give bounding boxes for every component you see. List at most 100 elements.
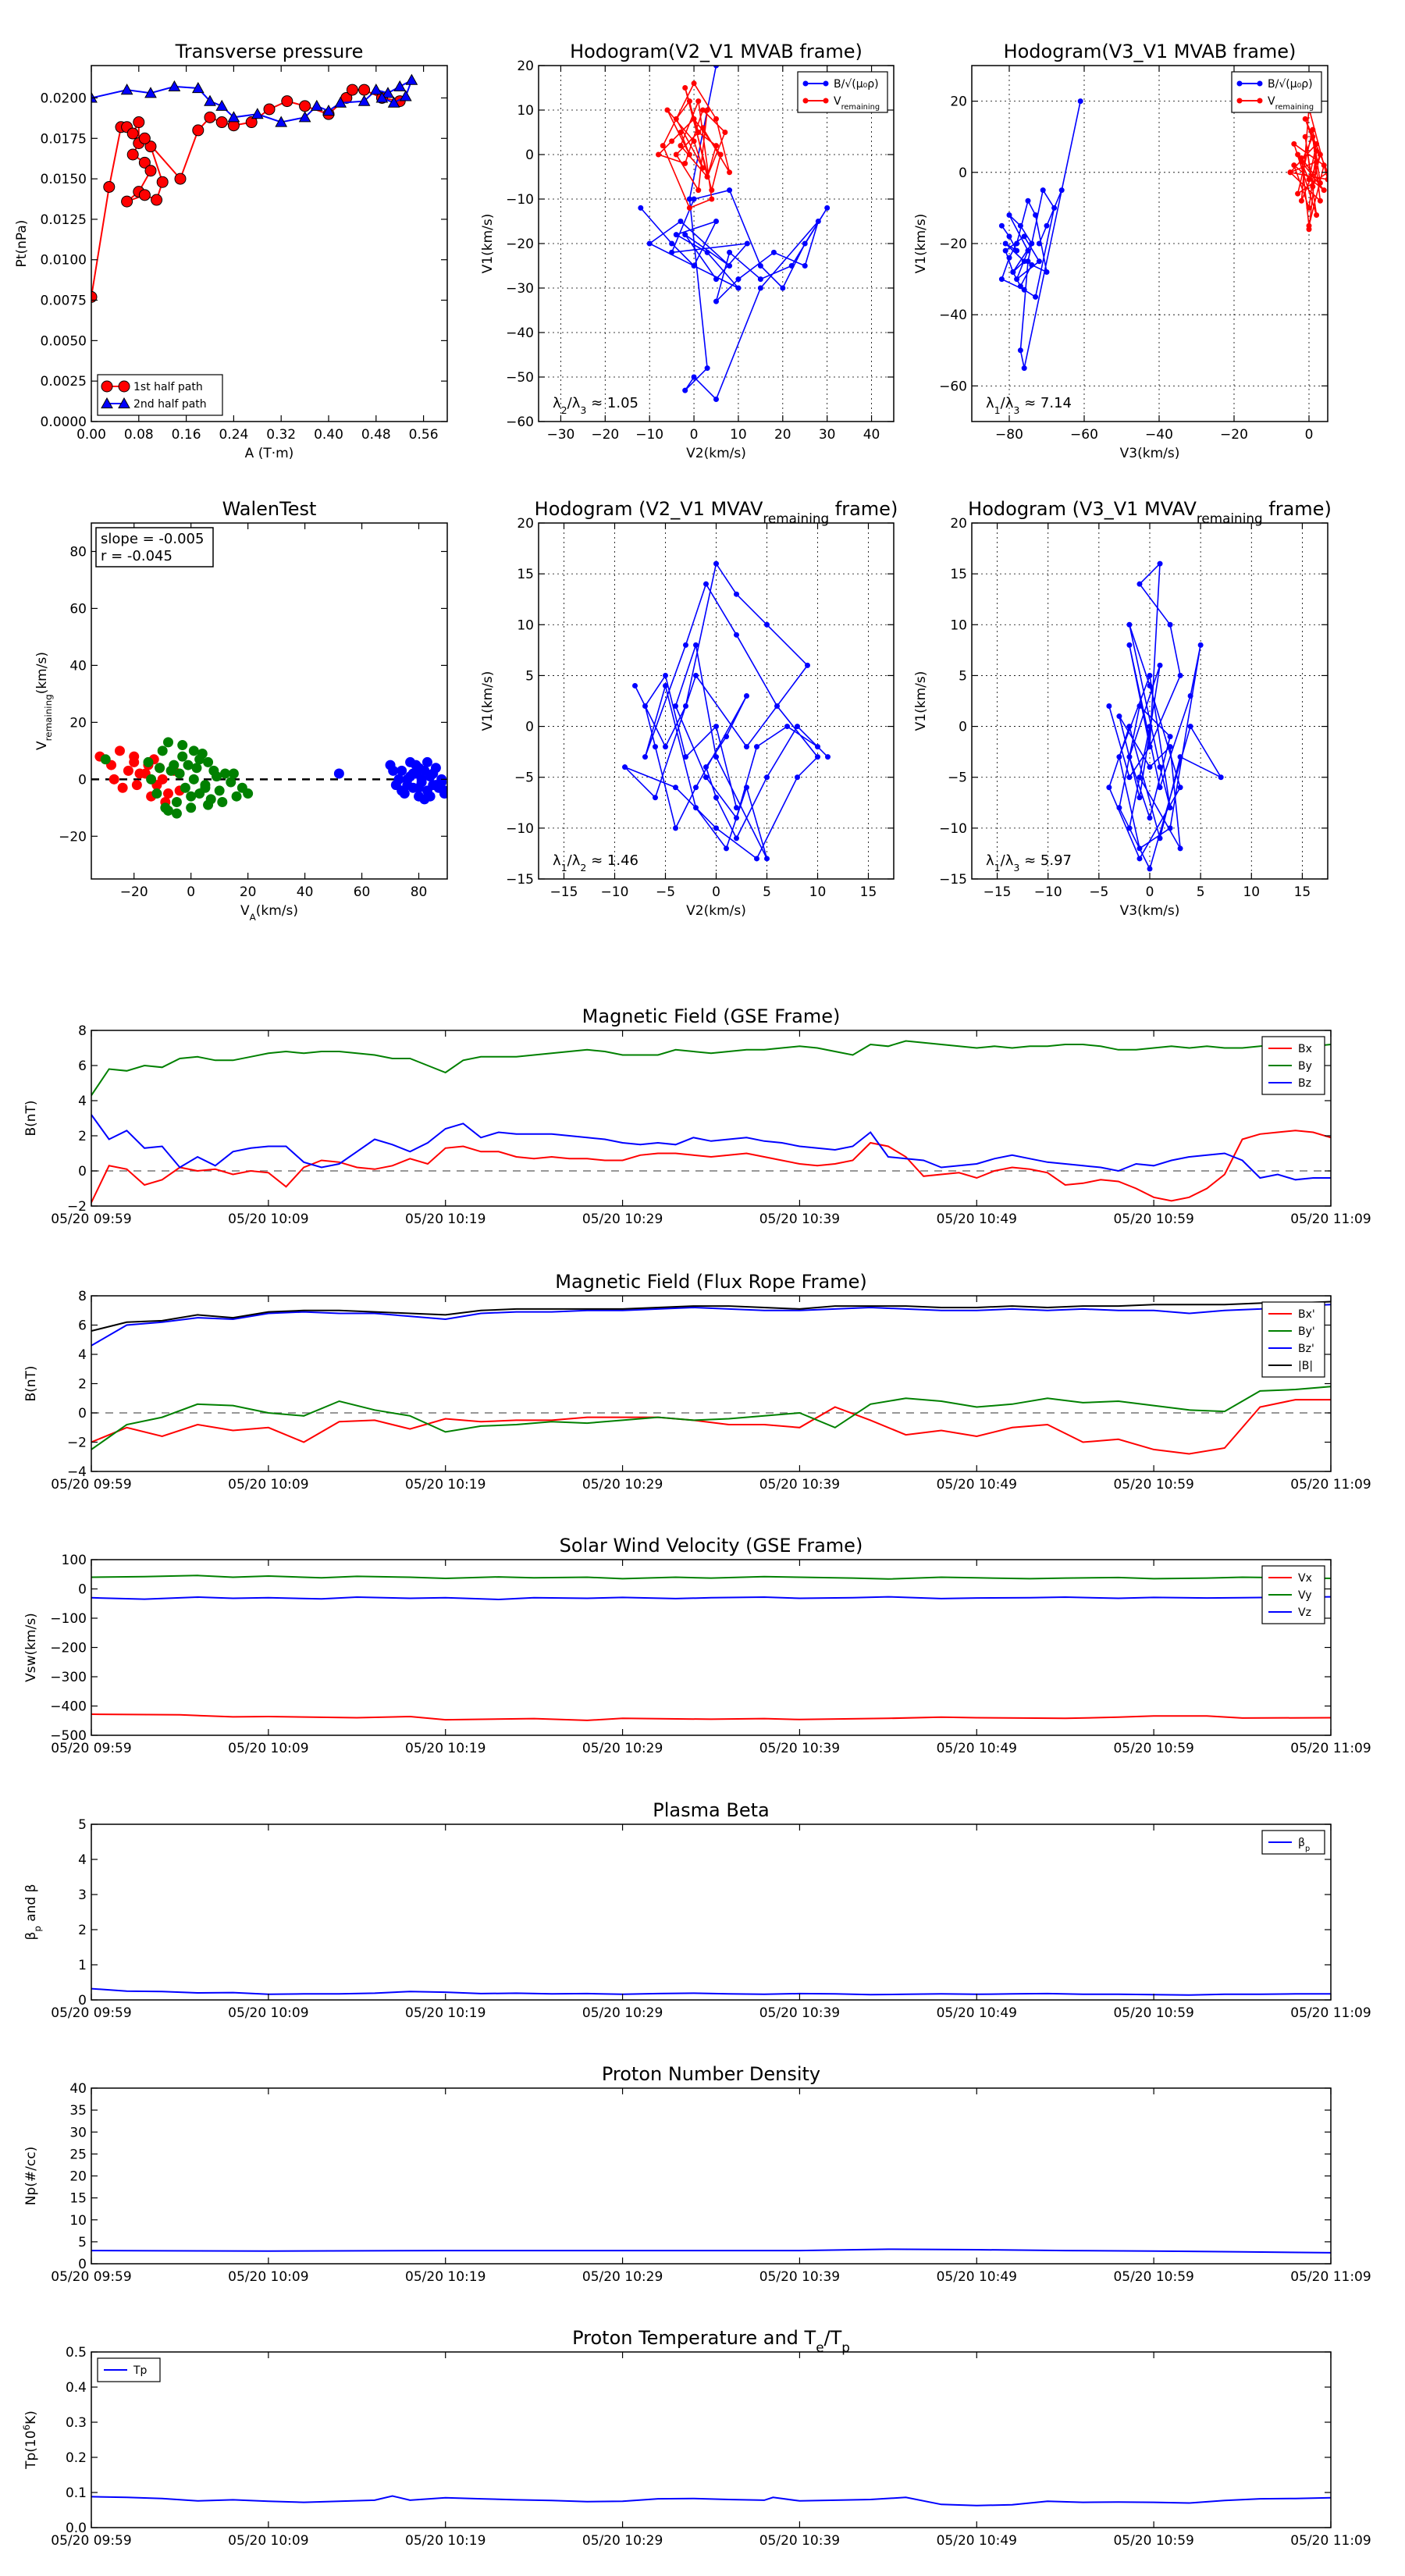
data-point-2nd-half-path: [227, 111, 240, 123]
x-tick-label: 05/20 10:59: [1113, 1212, 1193, 1227]
data-point-1st-half-path: [245, 116, 258, 129]
data-point-series-0: [724, 734, 729, 740]
data-point-2nd-half-path: [168, 80, 181, 92]
legend-entry-label: Tp: [133, 2364, 148, 2377]
data-point-2nd-half-path: [357, 94, 371, 106]
y-tick-label: 0: [78, 772, 87, 788]
data-point-series-1: [686, 151, 692, 158]
x-tick-label: 10: [1243, 884, 1260, 900]
data-point-series-0: [703, 764, 709, 770]
data-point-series-0: [1157, 662, 1163, 668]
x-tick-label: 05/20 11:09: [1290, 1741, 1371, 1756]
data-point-series-1: [1287, 169, 1293, 176]
data-point-series-0: [1025, 258, 1031, 265]
data-point-series-0: [1136, 856, 1143, 862]
data-point-series-0: [663, 744, 668, 750]
data-point-series-1: [1291, 162, 1297, 169]
y-tick-label: −50: [506, 370, 534, 386]
x-tick-label: 05/20 09:59: [51, 2269, 131, 2285]
y-tick-label: 3: [78, 1888, 87, 1903]
data-point-series-0: [713, 754, 719, 760]
data-point-series-0: [1010, 269, 1016, 275]
data-point-series-0: [673, 785, 678, 791]
data-point-1st-half-path: [126, 127, 139, 140]
data-point-2nd-half-path: [334, 96, 347, 108]
x-tick-label: 0.32: [266, 427, 296, 443]
data-point-series-0: [825, 754, 831, 760]
x-tick-label: 05/20 10:39: [759, 1212, 840, 1227]
series-line-tp: [91, 2495, 1331, 2507]
data-point-series-0: [1136, 581, 1143, 587]
data-point-series-0: [1136, 774, 1143, 781]
y-tick-label: 5: [959, 668, 967, 684]
data-point-series-0: [1017, 222, 1023, 229]
y-tick-label: −20: [506, 237, 534, 252]
x-tick-label: 0.24: [219, 427, 248, 443]
data-point-1st-half-path: [281, 95, 293, 108]
data-point-series-1: [1295, 151, 1301, 158]
data-point-series-1: [686, 205, 692, 211]
data-point-series-0: [1187, 724, 1193, 730]
x-tick-label: −20: [120, 884, 148, 900]
data-point-2nd-half-path: [298, 111, 311, 123]
legend-entry-label: Bz': [1298, 1343, 1314, 1355]
data-point-2nd-half-path: [387, 96, 400, 108]
data-point-series-0: [691, 374, 697, 380]
data-point-series-0: [1197, 642, 1204, 648]
y-tick-label: 4: [78, 1852, 87, 1868]
data-point-1st-half-path: [215, 116, 228, 129]
data-point-series-1: [669, 138, 675, 144]
y-tick-label: −20: [59, 829, 87, 845]
legend-marker: [802, 98, 809, 104]
data-point-series-1: [162, 737, 173, 748]
data-point-series-2: [393, 774, 404, 785]
x-tick-label: 05/20 11:09: [1290, 1477, 1371, 1493]
data-point-series-0: [744, 785, 749, 791]
data-point-series-0: [1017, 347, 1023, 354]
legend-entry-label: B/√(μ₀ρ): [1268, 78, 1313, 91]
data-point-series-1: [214, 785, 225, 796]
data-point-series-0: [663, 682, 668, 688]
data-point-series-0: [1116, 754, 1122, 760]
data-point-series-0: [673, 232, 679, 238]
legend-entry-label: Vy: [1298, 1589, 1312, 1602]
x-tick-label: 05/20 10:29: [582, 2005, 663, 2021]
data-point-series-1: [704, 107, 710, 113]
y-tick-label: 0.5: [66, 2345, 87, 2361]
x-tick-label: 5: [763, 884, 771, 900]
y-tick-label: −200: [50, 1641, 87, 1656]
y-tick-label: −60: [939, 379, 967, 394]
y-tick-label: −500: [50, 1728, 87, 1744]
data-point-2nd-half-path: [382, 87, 394, 98]
data-point-series-1: [1314, 148, 1320, 154]
x-tick-label: −10: [1034, 884, 1062, 900]
x-axis-label: A (T·m): [245, 446, 294, 461]
x-tick-label: 30: [819, 427, 836, 443]
data-point-series-1: [1321, 187, 1327, 194]
plot-frame: [91, 1559, 1332, 1736]
x-tick-label: 15: [860, 884, 877, 900]
hodogram-v2v1-mvab-chart: −30 −20 −10 0 10 20 30 40 −60 −50 −40 −30 −20 −10 0 10 2…: [506, 59, 895, 443]
y-tick-label: −15: [939, 872, 967, 888]
data-point-series-0: [1040, 187, 1046, 194]
data-point-series-0: [1126, 642, 1133, 648]
data-point-series-0: [1157, 835, 1163, 841]
x-tick-label: 05/20 10:49: [937, 2005, 1017, 2021]
x-tick-label: 0: [187, 884, 195, 900]
x-axis-label: V2(km/s): [686, 903, 746, 919]
data-point-1st-half-path: [133, 116, 145, 129]
data-point-series-2: [428, 768, 439, 779]
x-tick-label: 5: [1197, 884, 1205, 900]
data-point-1st-half-path: [151, 194, 163, 206]
legend-entry-label: 1st half path: [133, 381, 203, 393]
data-point-series-0: [1036, 258, 1042, 265]
y-tick-label: 0.0175: [41, 131, 87, 147]
data-point-series-0: [653, 795, 658, 801]
y-tick-label: 20: [950, 94, 967, 110]
data-point-series-1: [203, 756, 214, 767]
data-point-series-1: [1317, 197, 1323, 204]
hodogram-v3v1-mvab-chart: −80 −60 −40 −20 0 −60 −40 −20 0 20 B/√(μ₀ρ) Vremain…: [939, 65, 1329, 443]
data-point-series-0: [1167, 805, 1173, 811]
y-axis-label: Vremaining(km/s): [34, 652, 54, 750]
y-tick-label: 5: [78, 2235, 87, 2250]
